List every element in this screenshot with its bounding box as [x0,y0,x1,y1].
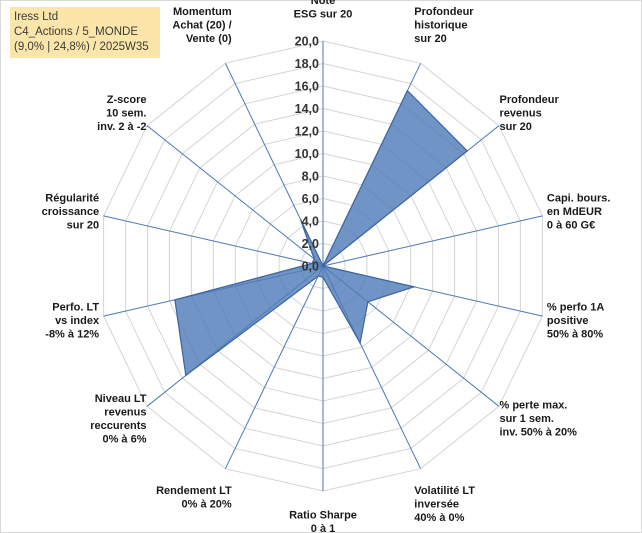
axis-spoke [322,215,543,267]
tick-label: 16,0 [295,80,319,94]
axis-label: % perte max. sur 1 sem. inv. 50% à 20% [500,400,578,439]
tick-label: 10,0 [295,147,319,161]
axis-label: Profondeur revenus sur 20 [500,94,560,133]
axis-label: Volatilité LT inversée 40% à 0% [414,485,475,524]
company-info-box: Iress Ltd C4_Actions / 5_MONDE (9,0% | 2… [10,7,160,58]
axis-label: Régularité croissance sur 20 [42,192,99,231]
tick-label: 6,0 [302,192,319,206]
tick-label: 2,0 [302,237,319,251]
axis-label: Z-score 10 sem. inv. 2 à -2 [97,94,146,133]
axis-label: Momentum Achat (20) / Vente (0) [172,6,232,45]
tick-label: 14,0 [295,102,319,116]
axis-label: Ratio Sharpe 0 à 1 [289,509,357,533]
axis-label: Profondeur historique sur 20 [414,6,474,45]
tick-label: 20,0 [295,35,319,49]
tick-label: 18,0 [295,57,319,71]
axis-label: Rendement LT 0% à 20% [156,485,232,511]
tick-label: 0,0 [302,260,319,274]
axis-label: Perfo. LT vs index -8% à 12% [45,301,100,340]
company-name: Iress Ltd [14,11,59,23]
axis-label: % perfo 1A positive 50% à 80% [547,301,605,340]
tick-label: 12,0 [295,125,319,139]
series-area [174,89,469,377]
axis-label: Niveau LT revenus reccurents 0% à 6% [90,393,147,446]
tick-label: 4,0 [302,215,319,229]
radar-series [174,89,469,377]
portfolio-name: C4_Actions / 5_MONDE [14,26,138,38]
axis-spoke [103,215,324,267]
axis-label: Capi. bours. en MdEUR 0 à 60 G€ [547,192,611,231]
axis-label: Note ESG sur 20 [294,0,353,21]
axis-spoke [224,265,324,469]
radar-tick-labels: 0,0 2,0 4,0 6,0 8,0 10,0 12,0 14,0 16,0 18,0 20,0 [295,35,319,274]
tick-label: 8,0 [302,170,319,184]
performance-period: (9,0% | 24,8%) / 2025W35 [14,41,149,53]
radar-axis-labels: Note ESG sur 20 Profondeur historique sur 20… [42,0,611,533]
axis-spoke [146,125,324,267]
